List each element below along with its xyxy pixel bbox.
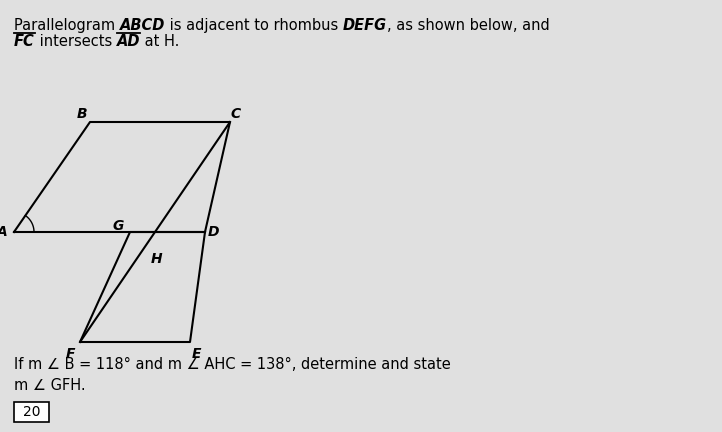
Text: FC: FC — [14, 34, 35, 49]
Text: G: G — [113, 219, 123, 233]
Text: H: H — [151, 252, 163, 266]
FancyBboxPatch shape — [14, 402, 49, 422]
Text: B: B — [77, 107, 87, 121]
Text: 20: 20 — [23, 405, 40, 419]
Text: at H.: at H. — [140, 34, 180, 49]
Text: ABCD: ABCD — [120, 18, 165, 33]
Text: , as shown below, and: , as shown below, and — [387, 18, 550, 33]
Text: intersects: intersects — [35, 34, 117, 49]
Text: DEFG: DEFG — [343, 18, 387, 33]
Text: E: E — [191, 347, 201, 361]
Text: A: A — [0, 225, 7, 239]
Text: m ∠ GFH.: m ∠ GFH. — [14, 378, 86, 393]
Text: C: C — [231, 107, 241, 121]
Text: If m ∠ B = 118° and m ∠ AHC = 138°, determine and state: If m ∠ B = 118° and m ∠ AHC = 138°, dete… — [14, 357, 451, 372]
Text: is adjacent to rhombus: is adjacent to rhombus — [165, 18, 343, 33]
Text: D: D — [207, 225, 219, 239]
Text: Parallelogram: Parallelogram — [14, 18, 120, 33]
Text: F: F — [65, 347, 75, 361]
Text: AD: AD — [117, 34, 140, 49]
